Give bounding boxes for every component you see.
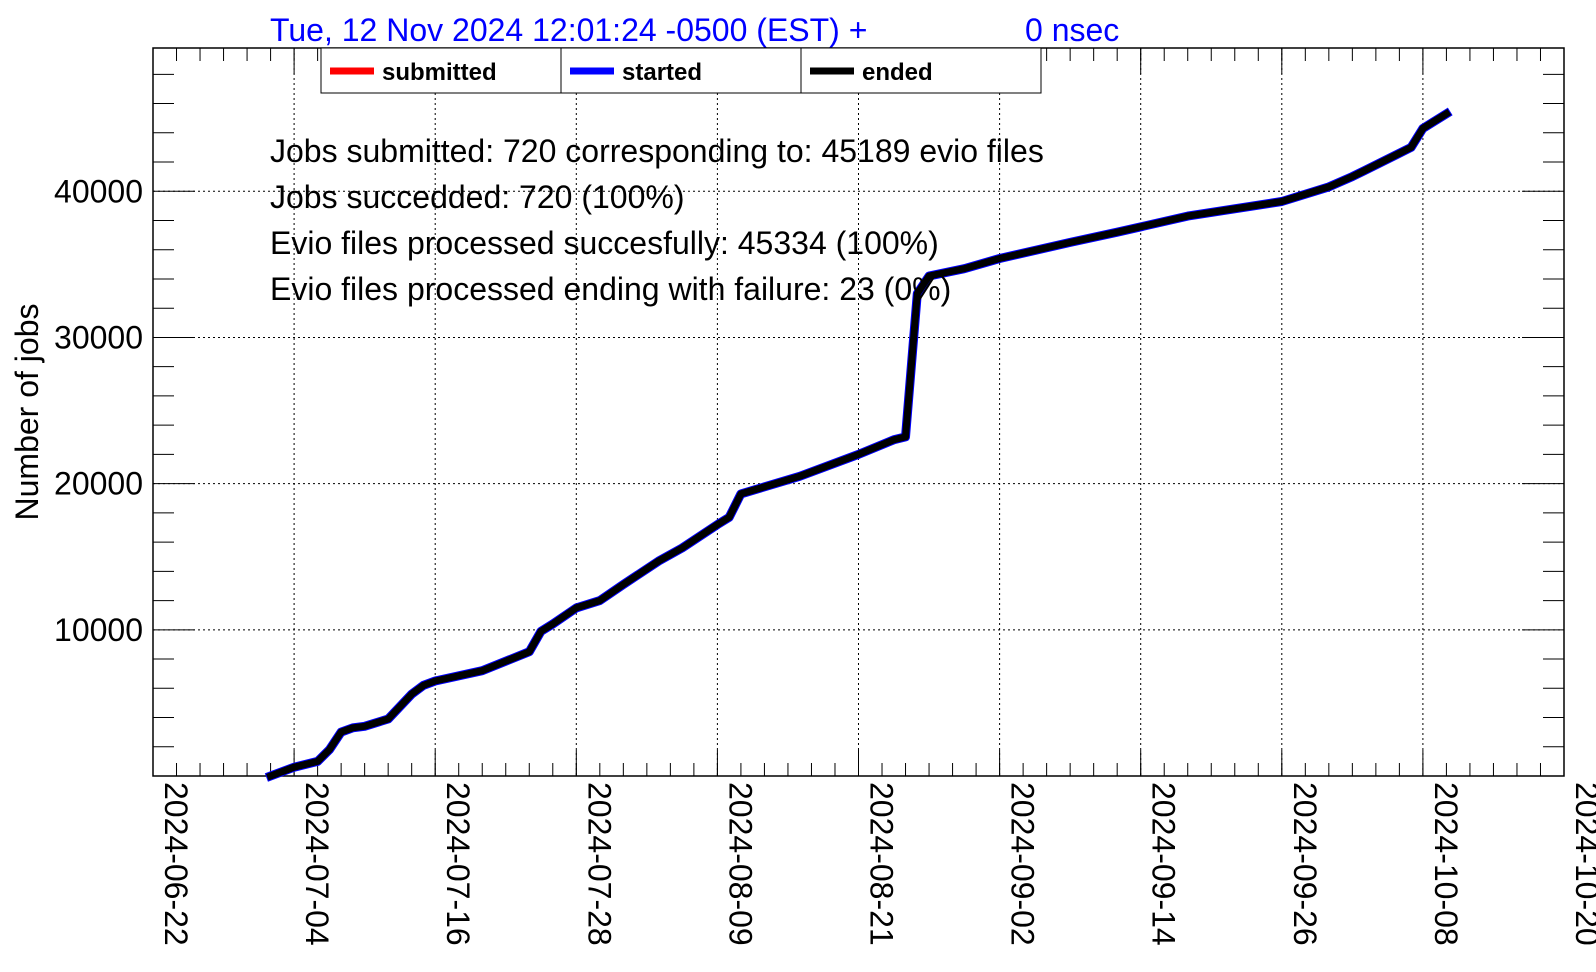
stat-evio-success: Evio files processed succesfully: 45334 …	[270, 225, 939, 261]
y-tick-label: 30000	[54, 319, 143, 355]
x-tick-label: 2024-09-26	[1287, 782, 1323, 946]
x-tick-label: 2024-10-08	[1428, 782, 1464, 946]
series-lines	[264, 107, 1453, 782]
legend-box	[320, 47, 1042, 94]
header-timestamp: Tue, 12 Nov 2024 12:01:24 -0500 (EST) +	[270, 12, 867, 48]
legend-label-submitted: submitted	[382, 59, 497, 86]
x-tick-label: 2024-08-21	[864, 782, 900, 946]
stat-evio-failure: Evio files processed ending with failure…	[270, 271, 951, 307]
x-tick-label: 2024-07-16	[440, 782, 476, 946]
stat-jobs-succeeded: Jobs succedded: 720 (100%)	[270, 179, 684, 215]
x-tick-label: 2024-07-28	[581, 782, 617, 946]
x-tick-label: 2024-09-14	[1146, 782, 1182, 946]
legend-label-ended: ended	[862, 59, 933, 86]
y-tick-label: 20000	[54, 466, 143, 502]
y-tick-label: 10000	[54, 612, 143, 648]
header-nsec: 0 nsec	[1025, 12, 1119, 48]
legend: submitted started ended	[320, 47, 1042, 94]
series-line-ended	[266, 108, 1452, 781]
x-tick-label: 2024-08-09	[722, 782, 758, 946]
x-axis-labels: 2024-06-22 2024-07-04 2024-07-16 2024-07-28…	[158, 782, 1596, 946]
y-axis-title: Number of jobs	[9, 304, 45, 521]
stat-jobs-submitted: Jobs submitted: 720 corresponding to: 45…	[270, 133, 1044, 169]
y-tick-label: 40000	[54, 173, 143, 209]
x-tick-label: 2024-07-04	[299, 782, 335, 946]
y-axis-labels: 10000 20000 30000 40000	[54, 173, 143, 648]
x-tick-label: 2024-10-20	[1569, 782, 1596, 946]
x-tick-label: 2024-06-22	[158, 782, 194, 946]
legend-label-started: started	[622, 59, 702, 86]
x-tick-label: 2024-09-02	[1005, 782, 1041, 946]
